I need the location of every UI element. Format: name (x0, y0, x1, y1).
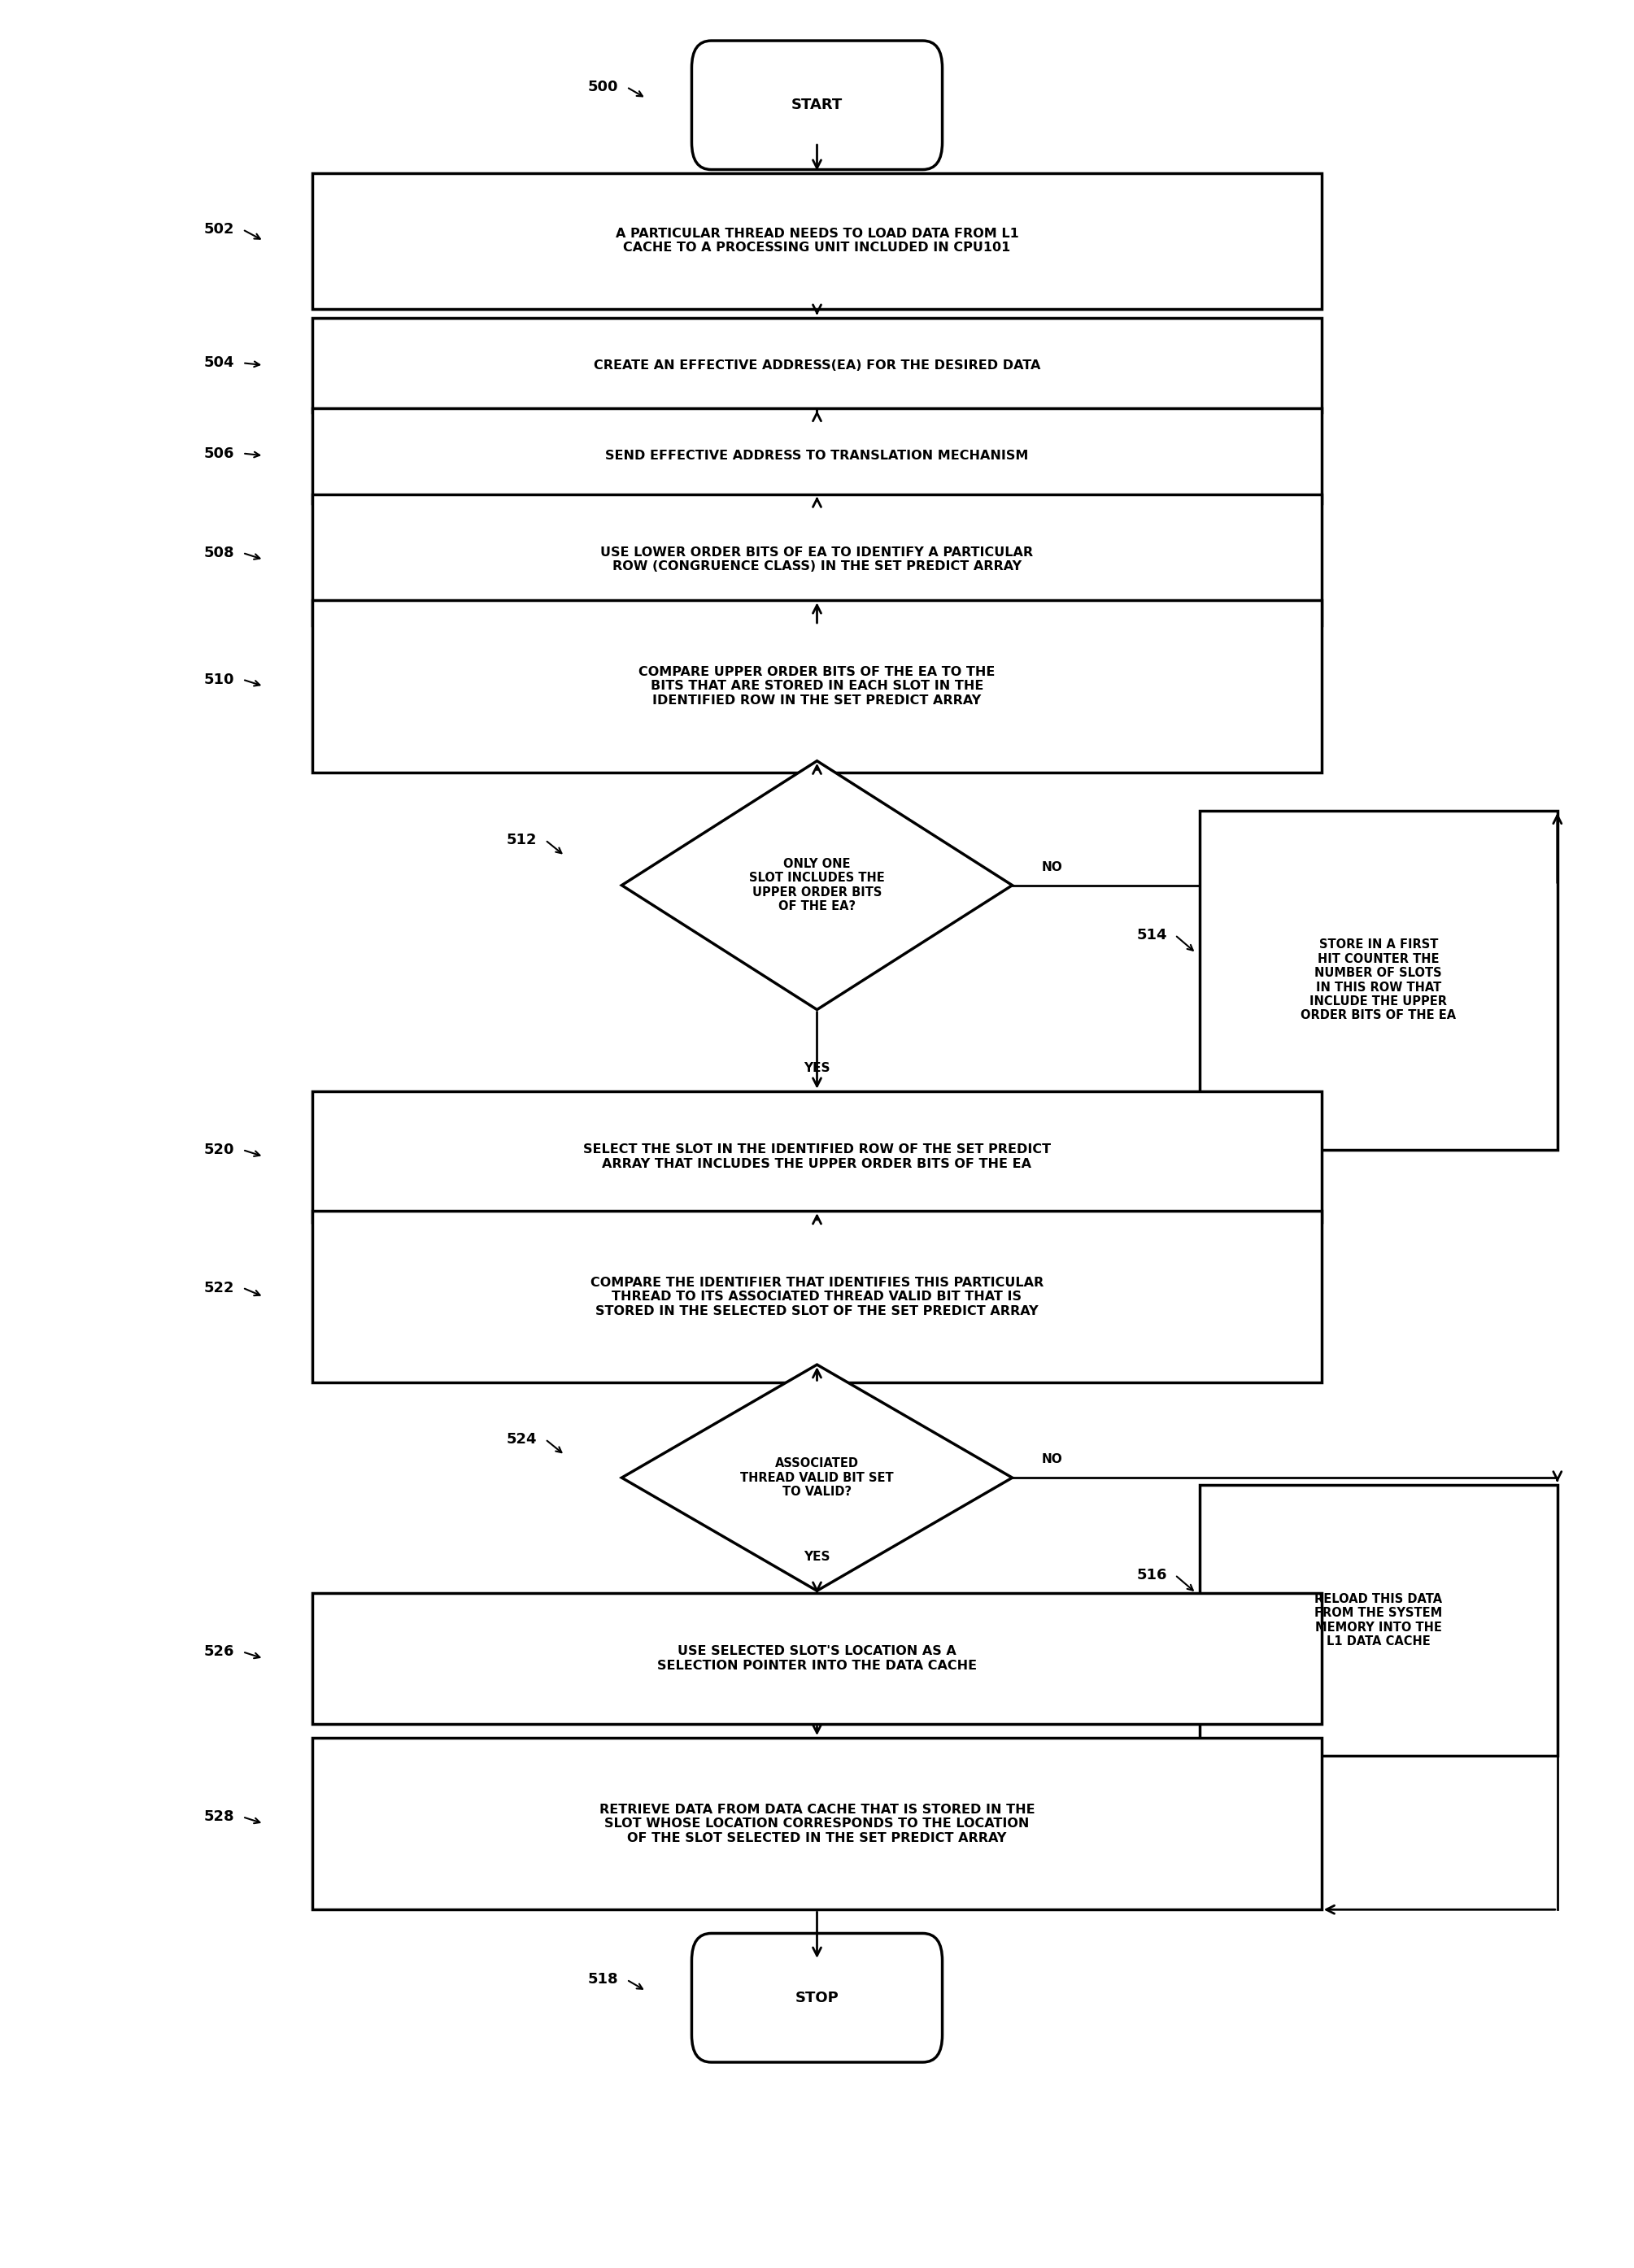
Text: 518: 518 (588, 1973, 619, 1987)
Text: RELOAD THIS DATA
FROM THE SYSTEM
MEMORY INTO THE
L1 DATA CACHE: RELOAD THIS DATA FROM THE SYSTEM MEMORY … (1314, 1592, 1443, 1647)
Text: 506: 506 (204, 447, 234, 460)
Text: NO: NO (1041, 862, 1062, 873)
Polygon shape (621, 1365, 1013, 1590)
Bar (1199, 1486, 1557, 1755)
Text: ONLY ONE
SLOT INCLUDES THE
UPPER ORDER BITS
OF THE EA?: ONLY ONE SLOT INCLUDES THE UPPER ORDER B… (748, 857, 886, 912)
Bar (312, 1211, 1322, 1383)
Text: START: START (791, 98, 843, 113)
Text: ASSOCIATED
THREAD VALID BIT SET
TO VALID?: ASSOCIATED THREAD VALID BIT SET TO VALID… (740, 1458, 894, 1497)
Text: 514: 514 (1136, 928, 1167, 941)
Bar (312, 172, 1322, 308)
Text: 510: 510 (204, 671, 234, 687)
Text: USE LOWER ORDER BITS OF EA TO IDENTIFY A PARTICULAR
ROW (CONGRUENCE CLASS) IN TH: USE LOWER ORDER BITS OF EA TO IDENTIFY A… (601, 547, 1033, 574)
Text: 508: 508 (204, 547, 234, 560)
Text: YES: YES (804, 1551, 830, 1563)
Text: NO: NO (1041, 1454, 1062, 1465)
Bar (312, 1737, 1322, 1910)
Text: COMPARE THE IDENTIFIER THAT IDENTIFIES THIS PARTICULAR
THREAD TO ITS ASSOCIATED : COMPARE THE IDENTIFIER THAT IDENTIFIES T… (590, 1277, 1044, 1318)
Text: 500: 500 (588, 79, 619, 95)
Text: RETRIEVE DATA FROM DATA CACHE THAT IS STORED IN THE
SLOT WHOSE LOCATION CORRESPO: RETRIEVE DATA FROM DATA CACHE THAT IS ST… (600, 1803, 1034, 1844)
Text: YES: YES (804, 1061, 830, 1075)
Text: 520: 520 (204, 1143, 234, 1157)
FancyBboxPatch shape (691, 1932, 943, 2062)
Bar (312, 494, 1322, 626)
Bar (1199, 810, 1557, 1150)
Text: 524: 524 (507, 1431, 538, 1447)
Text: 504: 504 (204, 356, 234, 370)
Bar (312, 318, 1322, 413)
Text: SELECT THE SLOT IN THE IDENTIFIED ROW OF THE SET PREDICT
ARRAY THAT INCLUDES THE: SELECT THE SLOT IN THE IDENTIFIED ROW OF… (583, 1143, 1051, 1170)
Text: CREATE AN EFFECTIVE ADDRESS(EA) FOR THE DESIRED DATA: CREATE AN EFFECTIVE ADDRESS(EA) FOR THE … (593, 358, 1041, 372)
Text: USE SELECTED SLOT'S LOCATION AS A
SELECTION POINTER INTO THE DATA CACHE: USE SELECTED SLOT'S LOCATION AS A SELECT… (657, 1644, 977, 1672)
Bar (312, 408, 1322, 503)
Text: SEND EFFECTIVE ADDRESS TO TRANSLATION MECHANISM: SEND EFFECTIVE ADDRESS TO TRANSLATION ME… (605, 449, 1029, 463)
Bar (312, 601, 1322, 771)
Text: 516: 516 (1136, 1567, 1167, 1583)
Text: 502: 502 (204, 222, 234, 236)
Bar (312, 1592, 1322, 1724)
Text: 526: 526 (204, 1644, 234, 1660)
Text: 512: 512 (507, 832, 538, 848)
Text: COMPARE UPPER ORDER BITS OF THE EA TO THE
BITS THAT ARE STORED IN EACH SLOT IN T: COMPARE UPPER ORDER BITS OF THE EA TO TH… (639, 667, 995, 708)
Text: A PARTICULAR THREAD NEEDS TO LOAD DATA FROM L1
CACHE TO A PROCESSING UNIT INCLUD: A PARTICULAR THREAD NEEDS TO LOAD DATA F… (616, 227, 1018, 254)
Text: STORE IN A FIRST
HIT COUNTER THE
NUMBER OF SLOTS
IN THIS ROW THAT
INCLUDE THE UP: STORE IN A FIRST HIT COUNTER THE NUMBER … (1301, 939, 1456, 1021)
FancyBboxPatch shape (691, 41, 943, 170)
Text: 522: 522 (204, 1281, 234, 1295)
Bar (312, 1091, 1322, 1222)
Text: STOP: STOP (796, 1991, 838, 2005)
Text: 528: 528 (204, 1810, 234, 1823)
Polygon shape (621, 760, 1013, 1009)
